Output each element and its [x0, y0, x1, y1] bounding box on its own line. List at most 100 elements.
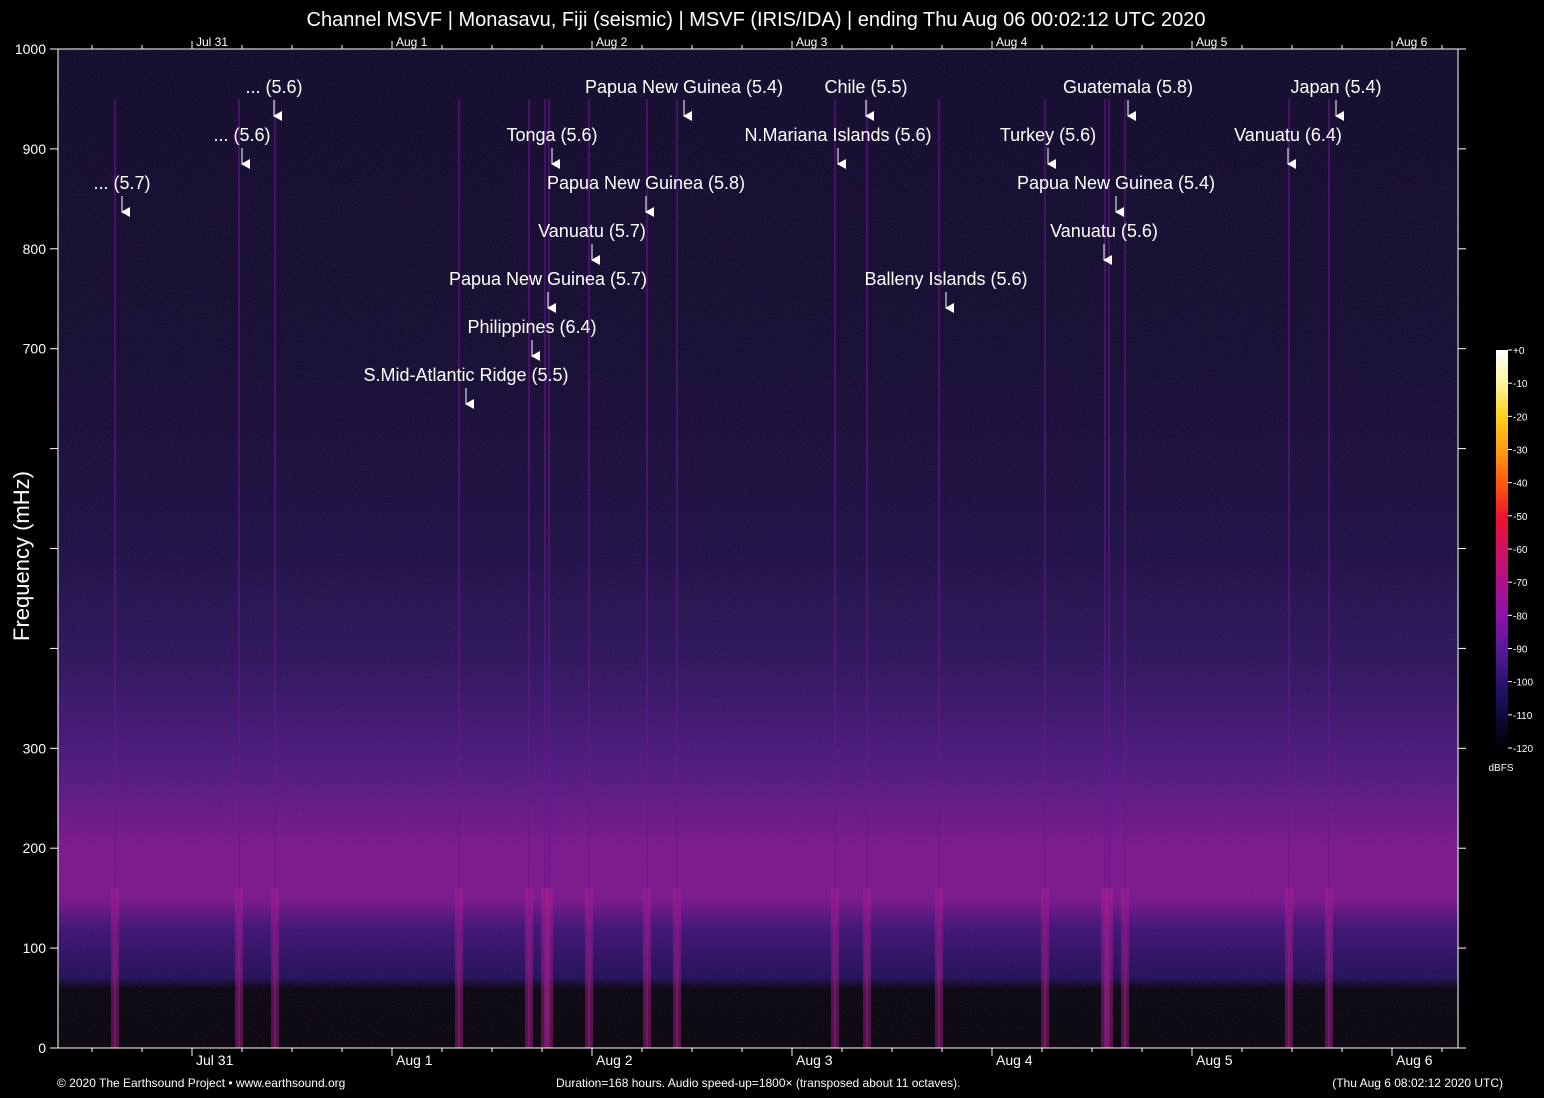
event-annotation-label: Balleny Islands (5.6): [864, 269, 1027, 289]
event-annotation-label: Turkey (5.6): [1000, 125, 1096, 145]
event-streak: [1328, 98, 1330, 1048]
x-tick-label-top: Aug 4: [996, 35, 1028, 49]
event-annotation-label: Vanuatu (6.4): [1234, 125, 1342, 145]
event-streak-low: [935, 888, 943, 1048]
event-annotation-label: ... (5.7): [93, 173, 150, 193]
event-streak: [1124, 98, 1126, 1048]
event-annotation-label: N.Mariana Islands (5.6): [744, 125, 931, 145]
event-streak-low: [1285, 888, 1293, 1048]
event-streak: [1288, 98, 1290, 1048]
x-tick-label: Aug 1: [396, 1052, 433, 1068]
event-streak: [938, 98, 940, 1048]
event-annotation-label: Japan (5.4): [1290, 77, 1381, 97]
x-tick-label: Aug 6: [1396, 1052, 1433, 1068]
event-streak-low: [271, 888, 279, 1048]
y-tick-label: 0: [38, 1040, 46, 1056]
colorbar-tick-label: -30: [1513, 446, 1528, 457]
y-tick-label: 100: [23, 940, 47, 956]
colorbar-tick-label: -10: [1513, 379, 1528, 390]
y-tick-label: 1000: [15, 41, 46, 57]
chart-title: Channel MSVF | Monasavu, Fiji (seismic) …: [306, 9, 1206, 31]
duration-text: Duration=168 hours. Audio speed-up=1800×…: [556, 1076, 961, 1090]
y-tick-label: 200: [23, 840, 47, 856]
colorbar-tick-label: -20: [1513, 412, 1528, 423]
event-streak-low: [1101, 888, 1109, 1048]
colorbar-tick-label: -120: [1513, 744, 1533, 755]
event-streak: [544, 98, 546, 1048]
plot-area: [58, 49, 1458, 1048]
x-tick-label: Jul 31: [196, 1052, 234, 1068]
event-streak-low: [111, 888, 119, 1048]
event-streak-low: [545, 888, 553, 1048]
x-tick-label: Aug 2: [596, 1052, 633, 1068]
event-annotation-label: Guatemala (5.8): [1063, 77, 1193, 97]
x-tick-label-top: Aug 5: [1196, 35, 1228, 49]
colorbar-tick-label: -90: [1513, 645, 1528, 656]
event-streak: [646, 98, 648, 1048]
event-streak: [1108, 98, 1110, 1048]
event-streak-low: [831, 888, 839, 1048]
event-streak: [1104, 98, 1106, 1048]
x-tick-label: Aug 5: [1196, 1052, 1233, 1068]
x-tick-label-top: Aug 6: [1396, 35, 1428, 49]
y-tick-label: 300: [23, 740, 47, 756]
event-annotation-label: Papua New Guinea (5.8): [547, 173, 745, 193]
x-tick-label-top: Jul 31: [196, 35, 228, 49]
event-streak-low: [863, 888, 871, 1048]
colorbar-tick-label: -80: [1513, 611, 1528, 622]
event-annotation-label: Vanuatu (5.6): [1050, 221, 1158, 241]
event-streak: [548, 98, 550, 1048]
event-annotation-label: Vanuatu (5.7): [538, 221, 646, 241]
y-tick-label: 800: [23, 241, 47, 257]
event-streak-low: [643, 888, 651, 1048]
event-streak: [274, 98, 276, 1048]
colorbar-tick-label: -50: [1513, 512, 1528, 523]
end-time-text: (Thu Aug 6 08:02:12 2020 UTC): [1332, 1076, 1503, 1090]
y-tick-label: 900: [23, 141, 47, 157]
event-annotation-label: Chile (5.5): [824, 77, 907, 97]
event-streak: [1044, 98, 1046, 1048]
colorbar-label: dBFS: [1488, 763, 1513, 774]
event-annotation-label: S.Mid-Atlantic Ridge (5.5): [363, 365, 568, 385]
event-annotation-label: Philippines (6.4): [467, 317, 596, 337]
event-streak-low: [235, 888, 243, 1048]
event-streak-low: [525, 888, 533, 1048]
x-tick-label: Aug 3: [796, 1052, 833, 1068]
event-streak: [676, 98, 678, 1048]
colorbar-tick-label: +0: [1513, 346, 1525, 357]
colorbar-tick-label: -40: [1513, 479, 1528, 490]
colorbar-tick-label: -110: [1513, 711, 1533, 722]
colorbar-tick-label: -100: [1513, 678, 1533, 689]
event-annotation-label: Papua New Guinea (5.4): [1017, 173, 1215, 193]
colorbar-gradient: [1496, 350, 1508, 748]
event-streak-low: [541, 888, 549, 1048]
event-annotation-label: Papua New Guinea (5.4): [585, 77, 783, 97]
event-streak-low: [585, 888, 593, 1048]
x-tick-label-top: Aug 1: [396, 35, 428, 49]
event-streak: [238, 98, 240, 1048]
event-streak-low: [1325, 888, 1333, 1048]
event-streak-low: [673, 888, 681, 1048]
y-tick-label: 700: [23, 341, 47, 357]
event-annotation-label: Papua New Guinea (5.7): [449, 269, 647, 289]
x-tick-label-top: Aug 3: [796, 35, 828, 49]
event-annotation-label: Tonga (5.6): [506, 125, 597, 145]
event-streak: [528, 98, 530, 1048]
event-streak: [588, 98, 590, 1048]
event-annotation-label: ... (5.6): [213, 125, 270, 145]
event-streak: [458, 98, 460, 1048]
event-streak-low: [455, 888, 463, 1048]
colorbar-tick-label: -70: [1513, 578, 1528, 589]
event-streak-low: [1105, 888, 1113, 1048]
colorbar: +0 -10 -20 -30 -40 -50 -60 -70 -80 -90 -100 -110 -12…: [1488, 346, 1533, 774]
x-tick-label-top: Aug 2: [596, 35, 628, 49]
event-annotation-label: ... (5.6): [245, 77, 302, 97]
colorbar-tick-label: -60: [1513, 545, 1528, 556]
event-streak-low: [1121, 888, 1129, 1048]
event-streak: [866, 98, 868, 1048]
x-tick-label: Aug 4: [996, 1052, 1033, 1068]
event-streak-low: [1041, 888, 1049, 1048]
credit-text: © 2020 The Earthsound Project • www.eart…: [57, 1076, 346, 1090]
event-streak: [114, 98, 116, 1048]
